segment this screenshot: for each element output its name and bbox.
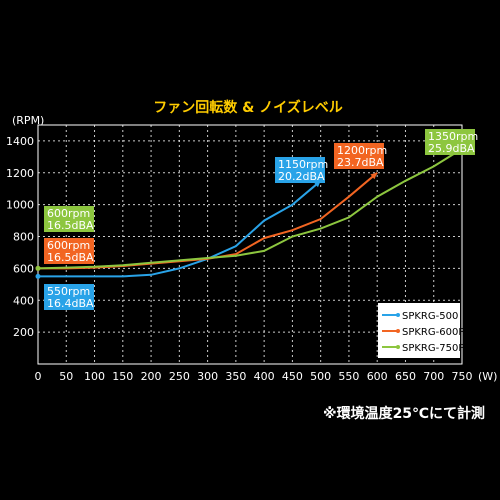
annotation-box	[44, 284, 94, 310]
series-lines	[35, 148, 463, 279]
x-axis-label: (W)	[478, 370, 497, 383]
x-tick-label: 700	[423, 370, 444, 383]
annotation-box	[334, 143, 384, 169]
series-line-spkrg-500	[38, 180, 322, 278]
x-tick-label: 650	[395, 370, 416, 383]
legend: SPKRG-500 SPKRG-600P SPKRG-750P	[378, 303, 464, 358]
annotation-text: 16.4dBA	[47, 297, 94, 310]
tick-labels: 0 50 100 150 200 250 300 350 400 450 500 550 600 650 7…	[6, 135, 473, 383]
annotation-text: 1350rpm	[428, 130, 478, 143]
x-tick-label: 150	[112, 370, 133, 383]
x-tick-label: 250	[169, 370, 190, 383]
annotation-box	[425, 129, 475, 155]
x-tick-label: 200	[141, 370, 162, 383]
annotation-text: 550rpm	[47, 285, 90, 298]
legend-swatch-dot	[396, 313, 400, 317]
y-tick-label: 1200	[6, 167, 34, 180]
annotation-text: 25.9dBA	[428, 142, 475, 155]
x-tick-label: 550	[338, 370, 359, 383]
series-line-spkrg-750p	[37, 148, 463, 270]
series-start-point	[35, 265, 41, 271]
plot-frame	[37, 124, 463, 365]
x-tick-label: 600	[367, 370, 388, 383]
legend-entry: SPKRG-600P	[402, 327, 464, 338]
x-tick-label: 50	[59, 370, 73, 383]
annotation-text: 20.2dBA	[278, 170, 325, 183]
x-tick-label: 750	[452, 370, 473, 383]
annotation-box	[44, 238, 94, 264]
x-tick-label: 0	[35, 370, 42, 383]
x-tick-label: 100	[84, 370, 105, 383]
legend-swatch-dot	[396, 329, 400, 333]
legend-entry: SPKRG-500	[402, 311, 458, 322]
annotation-text: 23.7dBA	[337, 156, 384, 169]
measurement-note: ※環境温度25℃にて計測	[323, 405, 485, 422]
annotation-text: 600rpm	[47, 207, 90, 220]
x-tick-label: 400	[254, 370, 275, 383]
annotation-text: 1200rpm	[337, 144, 387, 157]
annotation-box	[44, 206, 94, 232]
series-end-marker	[370, 172, 378, 180]
grid	[37, 124, 463, 365]
x-tick-label: 450	[282, 370, 303, 383]
legend-entry: SPKRG-750P	[402, 343, 464, 354]
annotation-text: 16.5dBA	[47, 251, 94, 264]
x-tick-label: 300	[197, 370, 218, 383]
y-tick-label: 400	[13, 294, 34, 307]
x-tick-label: 500	[310, 370, 331, 383]
y-tick-label: 600	[13, 262, 34, 275]
y-tick-label: 1400	[6, 135, 34, 148]
annotation-text: 1150rpm	[278, 158, 328, 171]
legend-swatch-dot	[396, 345, 400, 349]
y-axis-label: (RPM)	[12, 114, 44, 127]
y-tick-label: 1000	[6, 199, 34, 212]
annotation-text: 16.5dBA	[47, 219, 94, 232]
annotation-text: 600rpm	[47, 239, 90, 252]
series-start-point	[35, 273, 41, 279]
x-tick-label: 350	[225, 370, 246, 383]
y-tick-label: 800	[13, 231, 34, 244]
annotation-box	[275, 157, 325, 183]
chart-title: ファン回転数 & ノイズレベル	[153, 99, 343, 116]
y-tick-label: 200	[13, 326, 34, 339]
